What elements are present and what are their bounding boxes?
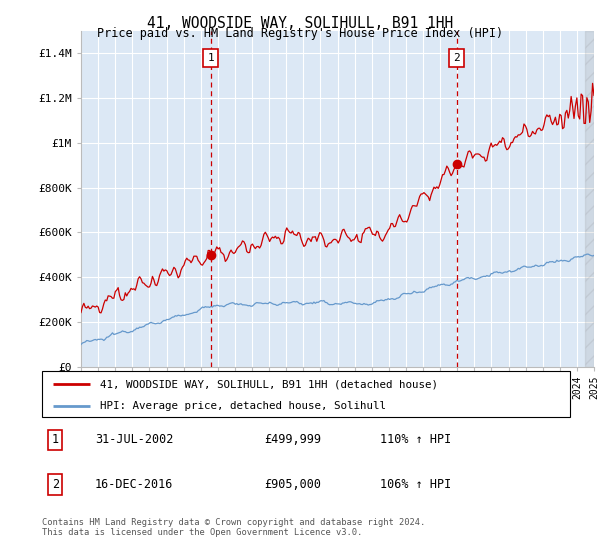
Text: 1: 1 <box>207 53 214 63</box>
FancyBboxPatch shape <box>42 371 570 417</box>
Text: 41, WOODSIDE WAY, SOLIHULL, B91 1HH: 41, WOODSIDE WAY, SOLIHULL, B91 1HH <box>147 16 453 31</box>
Text: 2: 2 <box>52 478 59 491</box>
Text: £905,000: £905,000 <box>264 478 321 491</box>
Text: 16-DEC-2016: 16-DEC-2016 <box>95 478 173 491</box>
Text: 2: 2 <box>453 53 460 63</box>
Text: £499,999: £499,999 <box>264 433 321 446</box>
Text: 106% ↑ HPI: 106% ↑ HPI <box>380 478 451 491</box>
Text: 110% ↑ HPI: 110% ↑ HPI <box>380 433 451 446</box>
Text: Price paid vs. HM Land Registry's House Price Index (HPI): Price paid vs. HM Land Registry's House … <box>97 27 503 40</box>
Bar <box>586 31 594 367</box>
Text: 31-JUL-2002: 31-JUL-2002 <box>95 433 173 446</box>
Text: 41, WOODSIDE WAY, SOLIHULL, B91 1HH (detached house): 41, WOODSIDE WAY, SOLIHULL, B91 1HH (det… <box>100 379 438 389</box>
Text: Contains HM Land Registry data © Crown copyright and database right 2024.
This d: Contains HM Land Registry data © Crown c… <box>42 518 425 538</box>
Text: 1: 1 <box>52 433 59 446</box>
Text: HPI: Average price, detached house, Solihull: HPI: Average price, detached house, Soli… <box>100 401 386 410</box>
